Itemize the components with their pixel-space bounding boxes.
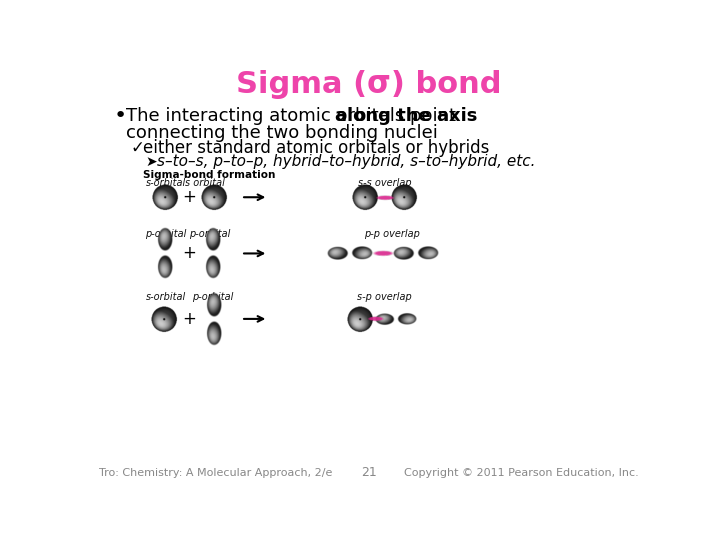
Text: ✓: ✓	[130, 139, 144, 157]
Text: Sigma (σ) bond: Sigma (σ) bond	[236, 70, 502, 98]
Text: +: +	[182, 245, 196, 262]
Text: along the axis: along the axis	[335, 107, 477, 125]
Text: s-orbital: s-orbital	[146, 178, 186, 187]
Text: 21: 21	[361, 467, 377, 480]
Text: s–to–s, p–to–p, hybrid–to–hybrid, s–to–hybrid, etc.: s–to–s, p–to–p, hybrid–to–hybrid, s–to–h…	[157, 154, 535, 170]
Text: s orbital: s orbital	[185, 178, 225, 187]
Text: +: +	[182, 310, 196, 328]
Text: Tro: Chemistry: A Molecular Approach, 2/e: Tro: Chemistry: A Molecular Approach, 2/…	[99, 468, 333, 478]
Text: •: •	[113, 106, 127, 126]
Text: p-p overlap: p-p overlap	[364, 229, 420, 239]
Text: s-p overlap: s-p overlap	[357, 292, 412, 302]
Text: ➤: ➤	[145, 155, 158, 169]
Text: s-s overlap: s-s overlap	[358, 178, 411, 187]
Text: +: +	[182, 188, 196, 206]
Text: either standard atomic orbitals or hybrids: either standard atomic orbitals or hybri…	[143, 139, 489, 157]
Text: p-orbital: p-orbital	[145, 229, 186, 239]
Text: p-orbital: p-orbital	[189, 229, 231, 239]
Text: s-orbital: s-orbital	[146, 292, 186, 302]
Text: Copyright © 2011 Pearson Education, Inc.: Copyright © 2011 Pearson Education, Inc.	[404, 468, 639, 478]
Text: connecting the two bonding nuclei: connecting the two bonding nuclei	[126, 124, 438, 141]
Text: Sigma-bond formation: Sigma-bond formation	[143, 170, 275, 180]
Text: The interacting atomic orbitals point: The interacting atomic orbitals point	[126, 107, 462, 125]
Text: p-orbital: p-orbital	[192, 292, 233, 302]
